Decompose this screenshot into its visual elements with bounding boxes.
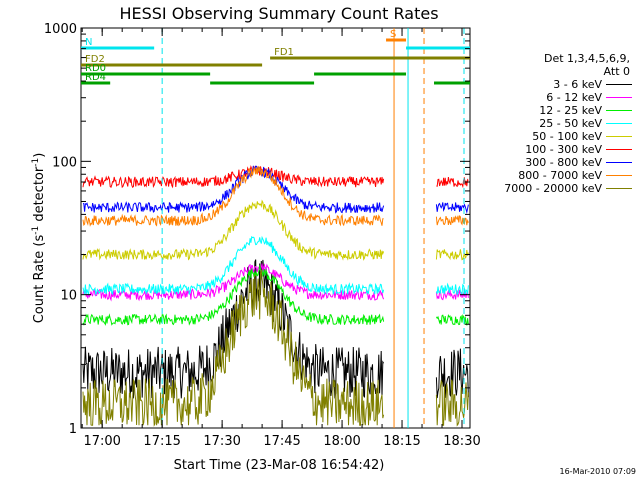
- legend-swatch: [606, 123, 632, 124]
- legend-label: 100 - 300 keV: [525, 143, 602, 156]
- x-tick-label: 17:00: [83, 434, 120, 449]
- legend-label: 300 - 800 keV: [525, 156, 602, 169]
- x-axis-ticks: 17:00 17:15 17:30 17:45 18:00 18:15 18:30: [81, 28, 481, 449]
- legend-swatch: [606, 149, 632, 150]
- legend-label: 7000 - 20000 keV: [504, 182, 602, 195]
- series-line: [82, 264, 469, 327]
- x-tick-label: 17:30: [203, 434, 240, 449]
- legend-label: 50 - 100 keV: [532, 130, 602, 143]
- marker-layer: [161, 28, 465, 428]
- series-line: [82, 165, 469, 227]
- legend-entry: 3 - 6 keV: [476, 78, 636, 91]
- legend-entry: 800 - 7000 keV: [476, 169, 636, 182]
- chart-title: HESSI Observing Summary Count Rates: [119, 4, 438, 23]
- legend-label: 3 - 6 keV: [553, 78, 602, 91]
- legend-swatch: [606, 84, 632, 85]
- y-tick-label: 1: [69, 422, 77, 437]
- legend-rows: 3 - 6 keV 6 - 12 keV 12 - 25 keV 25 - 50 ke…: [476, 78, 636, 195]
- flag-bar-label: FD1: [274, 47, 294, 58]
- legend-entry: 25 - 50 keV: [476, 117, 636, 130]
- legend-entry: 300 - 800 keV: [476, 156, 636, 169]
- y-axis-label-prefix: Count Rate (s: [32, 235, 47, 324]
- flag-bar-label: FD2: [85, 54, 105, 65]
- y-axis-label-exp2: -1: [31, 158, 41, 167]
- series-line: [82, 235, 469, 296]
- x-axis-label: Start Time (23-Mar-08 16:54:42): [174, 458, 385, 473]
- flag-bar-label: N: [85, 37, 92, 48]
- y-tick-label: 10: [60, 289, 77, 304]
- flag-bar-label: RD4: [85, 72, 106, 83]
- y-tick-label: 1000: [44, 22, 77, 37]
- series-line: [82, 165, 469, 214]
- x-tick-label: 18:15: [383, 434, 420, 449]
- series-line: [82, 164, 469, 189]
- x-tick-label: 18:30: [443, 434, 480, 449]
- plot-frame: [80, 27, 471, 429]
- legend-swatch: [606, 110, 632, 111]
- y-axis-label-suffix: ): [32, 153, 47, 158]
- footer-timestamp: 16-Mar-2010 07:09: [560, 467, 637, 476]
- x-tick-label: 17:15: [143, 434, 180, 449]
- legend-entry: 7000 - 20000 keV: [476, 182, 636, 195]
- flag-bar-label: RD0: [85, 63, 106, 74]
- legend-swatch: [606, 175, 632, 176]
- legend-label: 12 - 25 keV: [539, 104, 602, 117]
- legend-title-line2: Att 0: [603, 65, 630, 78]
- flag-bar-label: S: [390, 29, 396, 40]
- series-layer: [82, 164, 469, 427]
- y-axis-label-exp1: -1: [31, 226, 41, 235]
- x-tick-label: 17:45: [263, 434, 300, 449]
- legend-title-line1: Det 1,3,4,5,6,9,: [543, 52, 630, 65]
- legend-swatch: [606, 136, 632, 137]
- series-line: [82, 269, 469, 427]
- y-tick-label: 100: [52, 155, 77, 170]
- y-axis-label-mid: detector: [32, 166, 47, 226]
- legend-label: 6 - 12 keV: [546, 91, 602, 104]
- legend-swatch: [606, 188, 632, 189]
- legend-entry: 50 - 100 keV: [476, 130, 636, 143]
- legend-label: 25 - 50 keV: [539, 117, 602, 130]
- x-tick-label: 18:00: [323, 434, 360, 449]
- y-axis-label: Count Rate (s-1 detector-1): [31, 153, 47, 324]
- y-axis-ticks: 1 10 100 1000: [44, 22, 470, 437]
- legend-entry: 100 - 300 keV: [476, 143, 636, 156]
- legend-entry: 6 - 12 keV: [476, 91, 636, 104]
- legend-swatch: [606, 97, 632, 98]
- series-line: [82, 199, 469, 261]
- legend: Det 1,3,4,5,6,9, Att 0 3 - 6 keV 6 - 12 k…: [476, 52, 636, 195]
- legend-swatch: [606, 162, 632, 163]
- legend-label: 800 - 7000 keV: [518, 169, 602, 182]
- legend-entry: 12 - 25 keV: [476, 104, 636, 117]
